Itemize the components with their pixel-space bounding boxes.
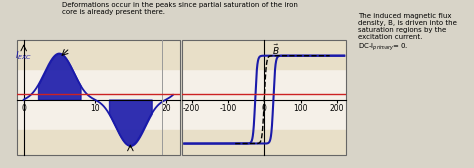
Bar — [182, 40, 346, 69]
Text: The induced magnetic flux
density, B, is driven into the
saturation regions by t: The induced magnetic flux density, B, is… — [358, 13, 457, 53]
Text: $I_{EXC}$: $I_{EXC}$ — [15, 49, 33, 62]
Bar — [17, 130, 180, 159]
Text: $\vec{B}$: $\vec{B}$ — [272, 43, 279, 57]
Text: Deformations occur in the peaks since partial saturation of the iron
core is alr: Deformations occur in the peaks since pa… — [62, 2, 298, 15]
Bar — [182, 130, 346, 159]
Bar — [17, 40, 180, 69]
